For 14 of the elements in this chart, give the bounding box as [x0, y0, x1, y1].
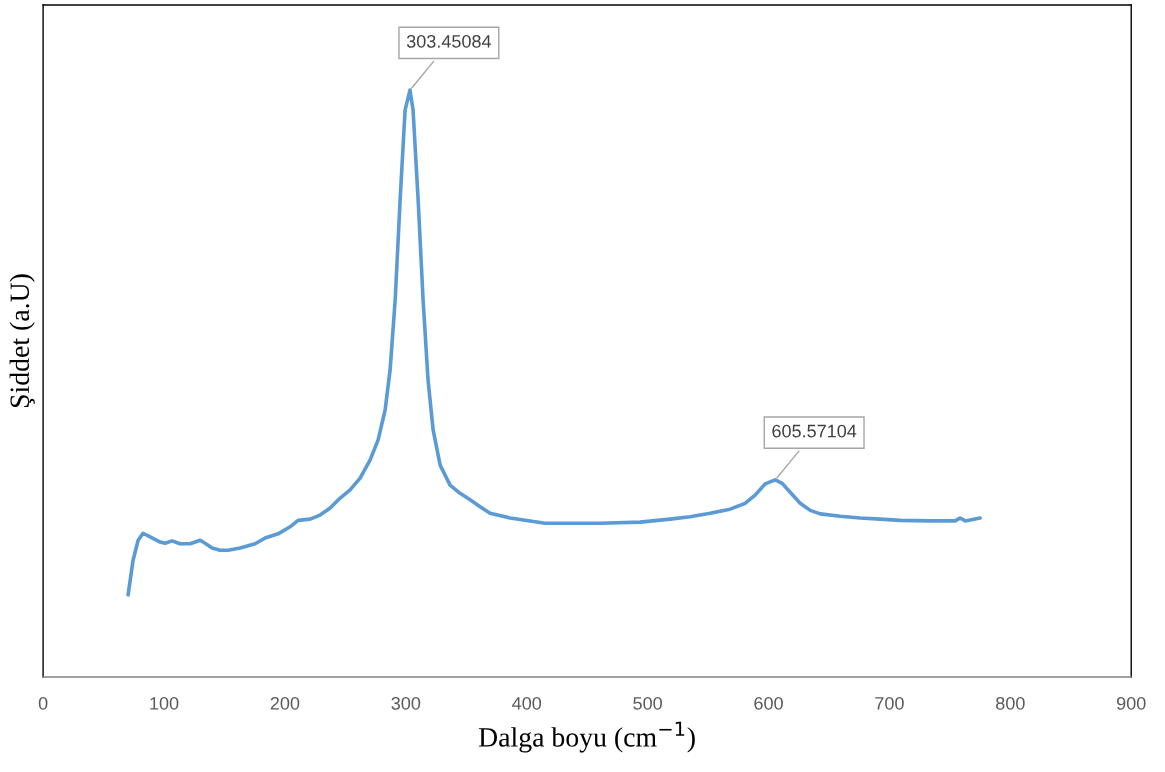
x-tick-label: 800 [996, 696, 1025, 710]
x-tick-label: 200 [270, 696, 300, 710]
x-tick-label: 700 [875, 696, 904, 710]
x-tick-label: 900 [1117, 696, 1146, 710]
y-axis-title: Şiddet (a.U) [9, 274, 35, 408]
x-tick-label: 100 [150, 696, 179, 710]
x-tick-label: 400 [512, 696, 542, 710]
annotation: 605.57104 [772, 424, 857, 438]
x-tick-label: 600 [754, 696, 783, 710]
x-tick-label: 300 [391, 696, 421, 710]
x-tick-label: 0 [38, 696, 48, 710]
x-tick-label: 500 [633, 696, 662, 710]
annotation: 303.45084 [406, 34, 492, 48]
x-axis-title: Dalga boyu (cm$^{−1}$) [478, 721, 695, 753]
